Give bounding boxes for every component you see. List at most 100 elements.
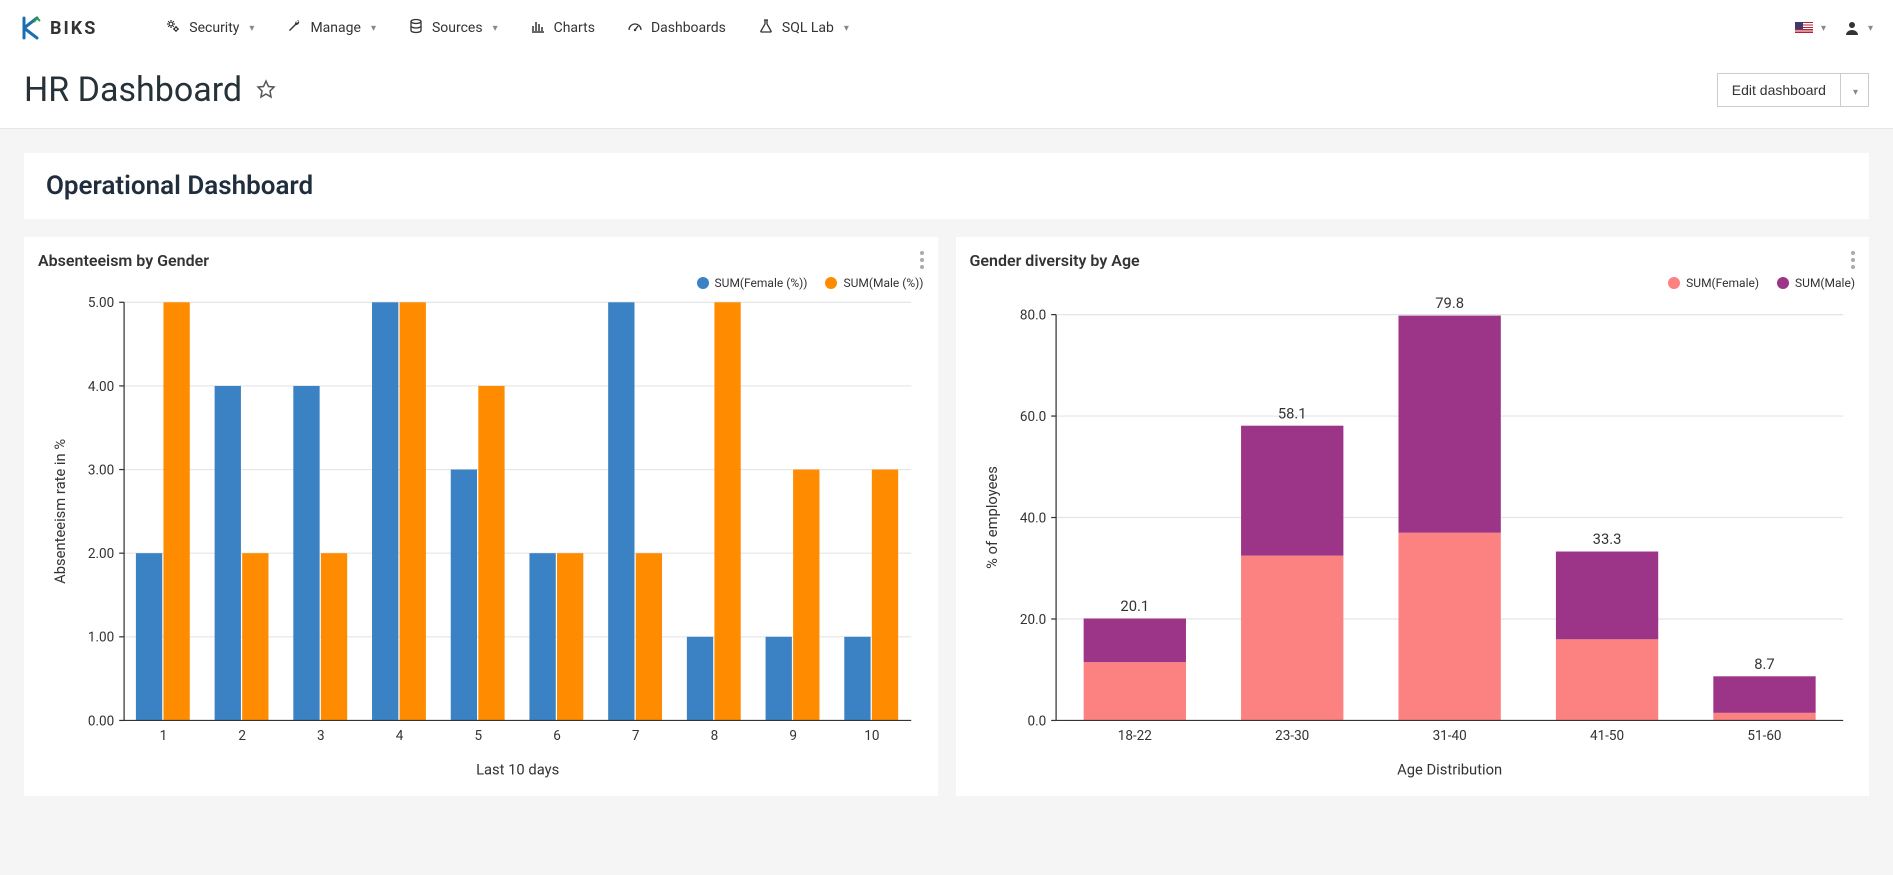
tachometer-icon [627, 18, 643, 38]
chevron-down-icon: ▾ [1821, 23, 1826, 34]
page-header: HR Dashboard Edit dashboard ▾ [0, 56, 1893, 129]
flag-us-icon [1795, 22, 1813, 34]
legend-item[interactable]: SUM(Male (%)) [825, 276, 923, 290]
legend-label: SUM(Male (%)) [843, 276, 923, 290]
legend-item[interactable]: SUM(Female) [1668, 276, 1759, 290]
wrench-icon [286, 18, 302, 38]
nav-item-label: Manage [310, 20, 360, 36]
nav-item-label: Charts [554, 20, 595, 36]
svg-text:Last 10 days: Last 10 days [476, 761, 559, 779]
svg-text:51-60: 51-60 [1747, 728, 1781, 744]
nav-item-sql-lab[interactable]: SQL Lab ▾ [758, 18, 849, 38]
svg-text:0.00: 0.00 [88, 713, 114, 729]
chevron-down-icon: ▾ [371, 23, 376, 34]
legend-label: SUM(Female (%)) [715, 276, 808, 290]
svg-text:1.00: 1.00 [88, 630, 114, 646]
chart-menu-button[interactable] [920, 251, 924, 269]
logo-icon [20, 15, 46, 41]
brand-text: BIKS [50, 18, 97, 39]
nav-item-sources[interactable]: Sources ▾ [408, 18, 498, 38]
svg-text:33.3: 33.3 [1592, 530, 1621, 548]
svg-text:3.00: 3.00 [88, 462, 114, 478]
chevron-down-icon: ▾ [493, 23, 498, 34]
star-outline-icon[interactable] [254, 78, 278, 102]
svg-text:20.0: 20.0 [1019, 612, 1045, 628]
legend-swatch [697, 277, 709, 289]
chart-card-absenteeism: Absenteeism by Gender SUM(Female (%))SUM… [24, 237, 938, 796]
svg-text:4.00: 4.00 [88, 379, 114, 395]
legend-swatch [825, 277, 837, 289]
svg-text:31-40: 31-40 [1432, 728, 1466, 744]
svg-text:5.00: 5.00 [88, 295, 114, 311]
svg-text:2: 2 [238, 728, 246, 744]
chart-menu-button[interactable] [1851, 251, 1855, 269]
nav-item-label: Sources [432, 20, 483, 36]
legend-item[interactable]: SUM(Male) [1777, 276, 1855, 290]
legend-label: SUM(Female) [1686, 276, 1759, 290]
svg-text:79.8: 79.8 [1435, 294, 1464, 312]
svg-text:8: 8 [711, 728, 719, 744]
svg-text:Age Distribution: Age Distribution [1397, 761, 1502, 779]
svg-text:9: 9 [789, 728, 797, 744]
svg-text:0.0: 0.0 [1027, 713, 1046, 729]
svg-text:6: 6 [553, 728, 561, 744]
topbar-right: ▾ ▾ [1795, 20, 1873, 36]
nav-item-label: SQL Lab [782, 20, 834, 36]
svg-text:20.1: 20.1 [1120, 597, 1149, 615]
svg-text:5: 5 [474, 728, 482, 744]
top-navbar: BIKS Security ▾ Manage ▾ Sources ▾ Chart… [0, 0, 1893, 56]
svg-text:10: 10 [864, 728, 879, 744]
svg-text:40.0: 40.0 [1019, 510, 1045, 526]
edit-dashboard-button[interactable]: Edit dashboard [1717, 73, 1841, 107]
svg-text:1: 1 [160, 728, 168, 744]
chart-legend: SUM(Female (%)) SUM(Male (%)) [38, 276, 924, 290]
nav-item-charts[interactable]: Charts [530, 18, 595, 38]
charts-row: Absenteeism by Gender SUM(Female (%))SUM… [24, 237, 1869, 796]
bar-chart-icon [530, 18, 546, 38]
chart-title: Gender diversity by Age [970, 251, 1856, 270]
page-title-text: HR Dashboard [24, 70, 242, 110]
chevron-down-icon: ▾ [1853, 87, 1858, 98]
edit-dashboard-caret[interactable]: ▾ [1841, 73, 1869, 107]
flask-icon [758, 18, 774, 38]
locale-picker[interactable]: ▾ [1795, 22, 1826, 34]
svg-text:41-50: 41-50 [1590, 728, 1624, 744]
nav-item-label: Security [189, 20, 239, 36]
section-title: Operational Dashboard [46, 171, 1847, 201]
svg-text:58.1: 58.1 [1277, 404, 1306, 422]
gears-icon [165, 18, 181, 38]
page-title: HR Dashboard [24, 70, 278, 110]
diversity-chart: 0.0 20.0 40.0 60.0 80.0 20.1 18-22 58.1 23-30 79.… [970, 290, 1856, 782]
user-icon [1844, 20, 1860, 36]
brand-logo[interactable]: BIKS [20, 15, 97, 41]
svg-text:80.0: 80.0 [1019, 308, 1045, 324]
nav-item-dashboards[interactable]: Dashboards [627, 18, 726, 38]
svg-text:4: 4 [396, 728, 404, 744]
svg-text:3: 3 [317, 728, 325, 744]
nav-item-manage[interactable]: Manage ▾ [286, 18, 376, 38]
absenteeism-chart: 0.00 1.00 2.00 3.00 4.00 5.00 1 2 3 4 5 6 7 8 9 10 Last … [38, 290, 924, 782]
nav-item-label: Dashboards [651, 20, 726, 36]
chevron-down-icon: ▾ [1868, 23, 1873, 34]
title-actions: Edit dashboard ▾ [1717, 73, 1869, 107]
svg-text:60.0: 60.0 [1019, 409, 1045, 425]
database-icon [408, 18, 424, 38]
legend-swatch [1777, 277, 1789, 289]
svg-text:Absenteeism rate in %: Absenteeism rate in % [51, 439, 69, 584]
svg-text:2.00: 2.00 [88, 546, 114, 562]
nav-item-security[interactable]: Security ▾ [165, 18, 254, 38]
legend-item[interactable]: SUM(Female (%)) [697, 276, 808, 290]
nav-menu: Security ▾ Manage ▾ Sources ▾ Charts Das… [165, 18, 1787, 38]
user-menu[interactable]: ▾ [1844, 20, 1873, 36]
section-header: Operational Dashboard [24, 153, 1869, 219]
content-area: Operational Dashboard Absenteeism by Gen… [0, 129, 1893, 820]
svg-text:18-22: 18-22 [1117, 728, 1152, 744]
svg-text:7: 7 [632, 728, 640, 744]
chart-card-diversity: Gender diversity by Age SUM(Female) SUM(M… [956, 237, 1870, 796]
svg-text:23-30: 23-30 [1275, 728, 1309, 744]
chart-title: Absenteeism by Gender [38, 251, 924, 270]
chevron-down-icon: ▾ [249, 23, 254, 34]
chart-legend: SUM(Female) SUM(Male) [970, 276, 1856, 290]
svg-text:8.7: 8.7 [1754, 655, 1774, 673]
legend-swatch [1668, 277, 1680, 289]
